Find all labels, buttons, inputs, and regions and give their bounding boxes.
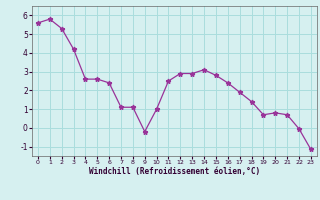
X-axis label: Windchill (Refroidissement éolien,°C): Windchill (Refroidissement éolien,°C) — [89, 167, 260, 176]
